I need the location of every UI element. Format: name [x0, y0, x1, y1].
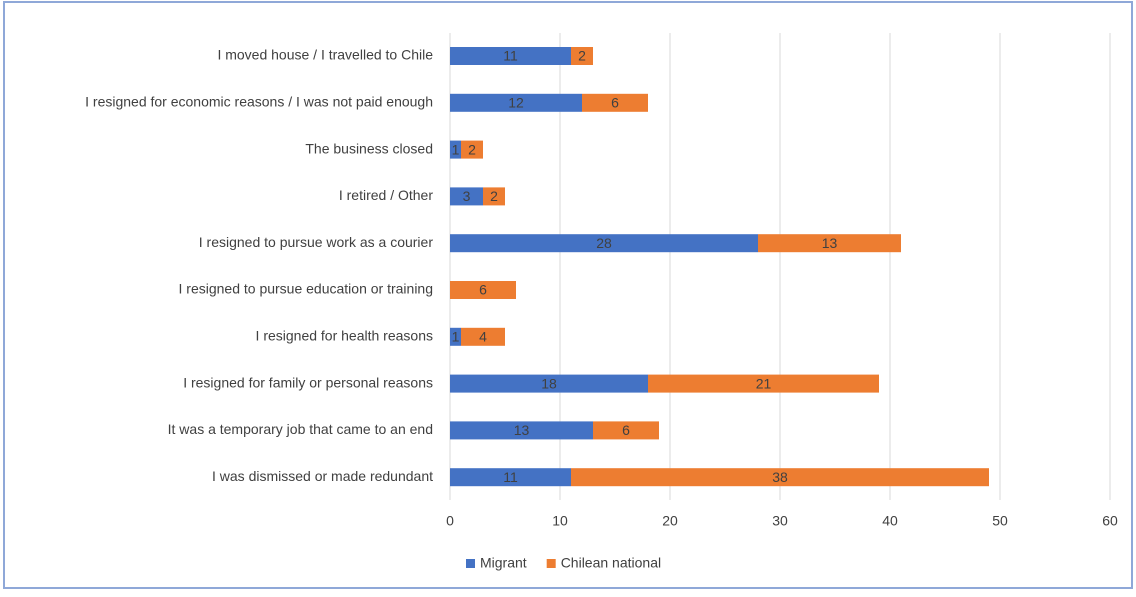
y-tick-label: I resigned to pursue education or traini…: [179, 281, 434, 297]
y-tick-label: The business closed: [305, 140, 433, 156]
x-tick-label: 20: [662, 513, 678, 529]
bar-segment: [648, 374, 879, 393]
bar-segment: [450, 187, 483, 206]
bar-segment: [582, 93, 648, 112]
data-label: 12: [508, 95, 524, 111]
x-tick-label: 30: [772, 513, 788, 529]
data-label: 21: [756, 375, 772, 391]
legend-swatch: [466, 559, 475, 568]
data-label: 28: [596, 235, 612, 251]
y-tick-label: It was a temporary job that came to an e…: [168, 421, 433, 437]
x-tick-label: 10: [552, 513, 568, 529]
bar-segment: [483, 187, 505, 206]
x-tick-label: 50: [992, 513, 1008, 529]
bar-segment: [461, 327, 505, 346]
data-label: 13: [822, 235, 838, 251]
legend-label: Migrant: [480, 555, 527, 571]
x-tick-label: 60: [1102, 513, 1118, 529]
data-label: 4: [479, 329, 487, 345]
data-label: 3: [463, 188, 471, 204]
bar-segment: [450, 140, 461, 159]
legend-label: Chilean national: [561, 555, 661, 571]
bar-segment: [450, 327, 461, 346]
data-label: 2: [468, 141, 476, 157]
bar-segment: [461, 140, 483, 159]
data-label: 6: [479, 282, 487, 298]
data-label: 11: [503, 469, 518, 485]
y-tick-label: I resigned to pursue work as a courier: [199, 234, 434, 250]
y-tick-label: I resigned for family or personal reason…: [183, 374, 433, 390]
bar-segment: [571, 468, 989, 487]
bar-segment: [593, 421, 659, 440]
y-tick-label: I resigned for economic reasons / I was …: [85, 94, 433, 110]
frame: [3, 1, 1133, 589]
bar-segment: [450, 281, 516, 299]
bar-segment: [450, 234, 758, 253]
bar-segment: [450, 468, 571, 487]
data-label: 1: [452, 329, 460, 345]
data-label: 1: [452, 141, 460, 157]
bar-segment: [450, 47, 571, 65]
legend-swatch: [546, 559, 556, 568]
x-tick-label: 40: [882, 513, 898, 529]
data-label: 2: [490, 188, 498, 204]
data-label: 2: [578, 48, 586, 64]
x-tick-label: 0: [446, 513, 454, 529]
y-tick-label: I moved house / I travelled to Chile: [217, 47, 433, 63]
bar-segment: [758, 234, 901, 253]
data-label: 6: [622, 422, 630, 438]
y-tick-label: I was dismissed or made redundant: [212, 468, 433, 484]
bar-segment: [450, 93, 582, 112]
y-tick-label: I retired / Other: [339, 187, 433, 203]
bar-segment: [450, 421, 593, 440]
data-label: 38: [772, 469, 788, 485]
data-label: 18: [541, 375, 557, 391]
bar-segment: [571, 47, 593, 65]
data-label: 6: [611, 95, 619, 111]
data-label: 11: [503, 48, 518, 64]
data-label: 13: [514, 422, 530, 438]
bar-segment: [450, 374, 648, 393]
y-tick-label: I resigned for health reasons: [256, 328, 433, 344]
